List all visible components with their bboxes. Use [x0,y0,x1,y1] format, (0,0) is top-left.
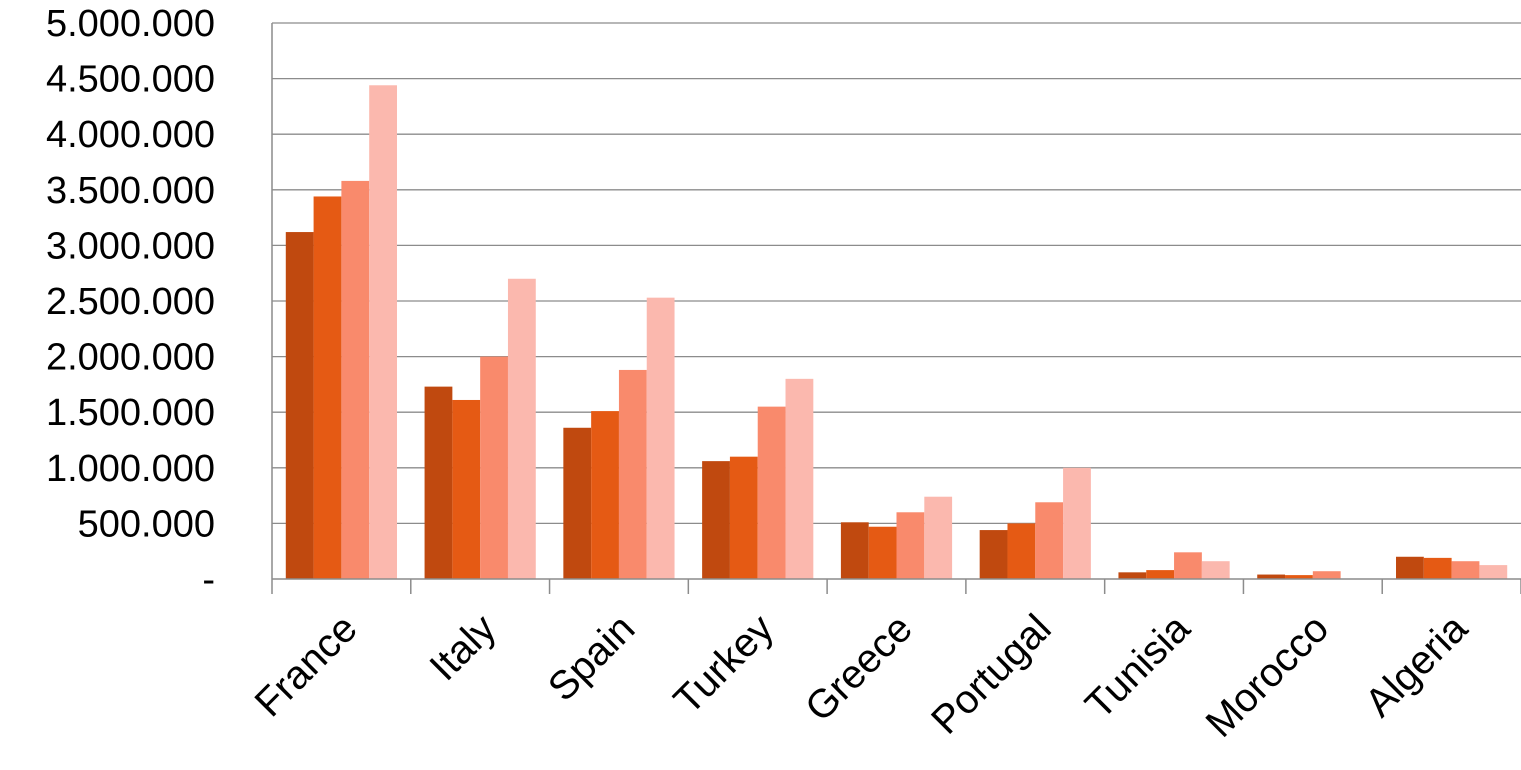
y-tick-label: 2.000.000 [46,337,215,379]
bar [618,369,647,579]
x-tick-label: Portugal [923,606,1059,742]
bar [285,232,314,579]
bar [840,522,869,579]
bar [1174,552,1202,579]
bar [480,356,508,579]
bar [341,180,370,580]
bar [452,399,481,579]
bar [591,411,619,579]
x-tick-label: Spain [540,606,643,709]
bar [785,378,814,579]
bar [729,456,758,579]
bar [1201,561,1230,579]
x-axis-category-labels: France Italy Spain Turkey Greece Portugal Tuni… [247,606,1477,746]
bar [1451,561,1480,579]
bar [507,278,536,579]
x-tick-label: Greece [797,606,921,730]
bar [896,512,925,579]
x-tick-label: Morocco [1198,606,1338,746]
x-tick-label: Tunisia [1077,606,1199,728]
bar [563,427,592,579]
y-tick-label: 3.000.000 [46,225,215,267]
x-axis [271,23,1521,594]
y-tick-label: 1.500.000 [46,392,215,434]
y-tick-label: 5.000.000 [46,3,215,45]
bar [1312,571,1341,579]
bar [757,406,786,579]
bar [1285,575,1313,579]
bar [868,526,897,579]
y-tick-label: 4.500.000 [46,59,215,101]
x-tick-label: Turkey [666,606,783,723]
bar [979,530,1008,579]
bar [646,297,675,579]
bar [1396,556,1424,579]
bar [702,461,730,579]
bar [1146,570,1175,579]
bar [1479,565,1508,579]
y-tick-label: - [202,559,215,601]
y-tick-label: 4.000.000 [46,114,215,156]
bar [313,196,342,580]
bar [369,85,397,579]
x-tick-label: Italy [422,606,505,689]
x-tick-label: Algeria [1357,606,1477,726]
bar [1063,467,1091,579]
y-axis-tick-labels: - 500.000 1.000.000 1.500.000 2.000.000 2.500… [46,3,215,601]
bar [1257,574,1286,579]
y-tick-label: 1.000.000 [46,448,215,490]
bars [285,85,1508,580]
bar [924,496,953,579]
bar [1423,557,1452,579]
y-tick-label: 2.500.000 [46,281,215,323]
x-tick-label: France [247,606,366,725]
bar [1035,502,1064,579]
y-tick-label: 500.000 [78,503,215,545]
y-tick-label: 3.500.000 [46,170,215,212]
bar [424,386,453,579]
bar [1007,523,1036,579]
bar [1118,572,1147,579]
